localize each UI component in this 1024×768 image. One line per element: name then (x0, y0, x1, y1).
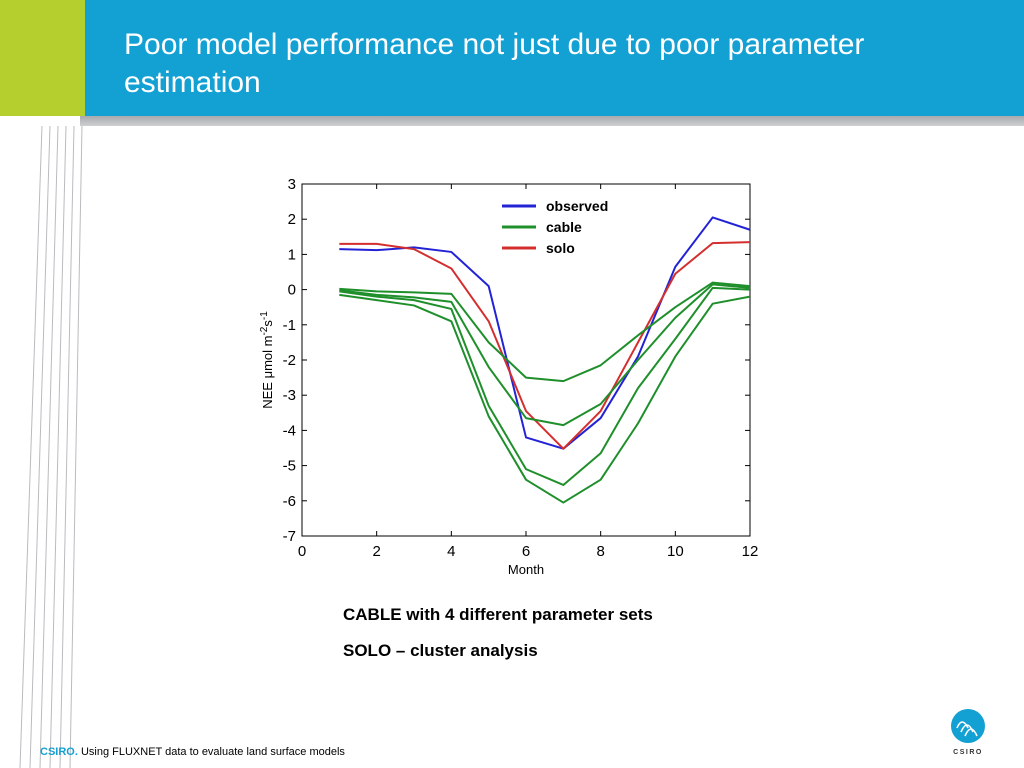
footer: CSIRO. Using FLUXNET data to evaluate la… (40, 746, 345, 758)
header-divider (80, 116, 1024, 126)
y-tick-label-7: -4 (283, 422, 296, 439)
series-cable-2-line (339, 283, 751, 427)
x-axis-label: Month (508, 562, 544, 577)
y-tick-label-6: -3 (283, 387, 296, 404)
header-accent-block (0, 0, 90, 116)
y-tick-label-9: -6 (283, 493, 296, 510)
series-solo-line (339, 241, 751, 450)
x-tick-label-1: 2 (372, 543, 380, 560)
legend-label-solo: solo (546, 240, 575, 256)
x-tick-label-4: 8 (596, 543, 604, 560)
legend-box (532, 189, 664, 255)
legend-label-cable: cable (546, 219, 582, 235)
x-tick-label-6: 12 (742, 543, 759, 560)
y-tick-label-5: -2 (283, 352, 296, 369)
x-tick-label-5: 10 (667, 543, 684, 560)
csiro-logo: CSIRO (951, 709, 985, 756)
header-band (85, 0, 1024, 116)
y-tick-label-3: 0 (288, 282, 296, 299)
svg-text:CSIRO: CSIRO (953, 749, 983, 756)
footer-text: Using FLUXNET data to evaluate land surf… (80, 746, 345, 758)
y-tick-label-4: -1 (283, 317, 296, 334)
series-cable-3-line (339, 286, 751, 486)
y-axis-label: NEE μmol m-2s-1 (259, 311, 275, 409)
x-tick-label-2: 4 (447, 543, 455, 560)
decorative-lines (19, 125, 83, 768)
caption-cable: CABLE with 4 different parameter sets (343, 605, 653, 624)
series-cable-1-line (339, 281, 751, 383)
plot-area (301, 183, 751, 537)
y-tick-label-0: 3 (288, 176, 296, 193)
y-tick-label-8: -5 (283, 458, 296, 475)
slide-title: Poor model performance not just due to p… (124, 28, 865, 99)
caption-solo: SOLO – cluster analysis (343, 641, 538, 660)
footer-brand: CSIRO. (40, 746, 78, 758)
series-cable-4-line (339, 293, 751, 504)
y-tick-label-10: -7 (283, 528, 296, 545)
legend-label-observed: observed (546, 198, 608, 214)
y-tick-label-1: 2 (288, 211, 296, 228)
y-tick-label-2: 1 (288, 246, 296, 263)
x-tick-label-3: 6 (522, 543, 530, 560)
x-tick-label-0: 0 (298, 543, 306, 560)
